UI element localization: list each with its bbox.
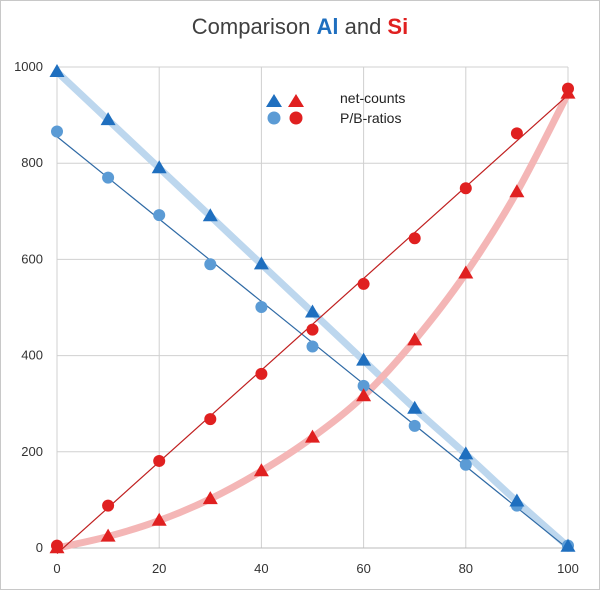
title-prefix: Comparison (191, 14, 317, 39)
legend-si-triangle-icon (288, 94, 304, 107)
x-tick-label: 40 (254, 561, 268, 576)
legend: net-counts P/B-ratios (266, 90, 405, 126)
al-pb-ratio-point (357, 379, 370, 392)
si-net-counts-point (100, 528, 116, 542)
al-net-counts-point (458, 446, 474, 460)
al-pb-ratio-point (255, 301, 268, 314)
al-pb-ratio-point (204, 258, 217, 271)
x-tick-label: 60 (356, 561, 370, 576)
al-pb-ratio-point (51, 125, 63, 138)
al-net-counts-point (560, 538, 576, 552)
al-net-counts-point (100, 112, 116, 126)
si-pb-ratio-point (102, 499, 115, 512)
title-al: Al (316, 14, 339, 39)
si-net-counts-point (151, 512, 167, 526)
chart-title: Comparison Al and Si (0, 14, 600, 40)
si-pb-ratio-point (204, 413, 217, 426)
x-tick-label: 80 (459, 561, 473, 576)
legend-al-circle-icon (267, 111, 281, 125)
legend-al-triangle-icon (266, 94, 282, 107)
y-tick-label: 1000 (14, 59, 43, 74)
legend-si-circle-icon (289, 111, 303, 125)
si-net-counts-point (560, 85, 576, 99)
si-net-counts-point (49, 540, 65, 554)
y-tick-label: 600 (21, 251, 43, 266)
si-net-counts-point (253, 463, 269, 477)
si-pb-ratio-point (153, 454, 166, 467)
al-pb-ratio-point (102, 171, 115, 184)
data-markers (49, 64, 576, 554)
al-net-counts-point (49, 64, 65, 78)
al-pb-ratio-point (459, 458, 472, 471)
title-si: Si (387, 14, 409, 39)
x-tick-label: 0 (53, 561, 60, 576)
al-pb-ratio-point (306, 340, 319, 353)
si-pb-ratio-point (306, 323, 319, 336)
legend-pb-ratios: P/B-ratios (340, 110, 401, 126)
x-tick-label: 20 (152, 561, 166, 576)
si-pb-ratio-point (459, 182, 472, 195)
y-tick-label: 200 (21, 444, 43, 459)
si-net-counts-point (458, 265, 474, 279)
y-tick-label: 400 (21, 348, 43, 363)
si-pb-ratio-point (408, 232, 421, 245)
si-pb-ratio-point (510, 127, 523, 140)
al-net-counts-point (202, 208, 218, 222)
al-net-counts-point (356, 352, 372, 366)
al-net-counts-point (509, 493, 525, 507)
si-net-counts-point (305, 429, 320, 443)
si-net-counts-point (509, 184, 525, 198)
legend-net-counts: net-counts (340, 90, 405, 106)
si-pb-ratio-point (255, 367, 268, 380)
x-tick-label: 100 (557, 561, 579, 576)
al-net-counts-point (407, 400, 423, 414)
al-pb-ratio-point (408, 419, 421, 432)
al-net-counts-point (253, 256, 269, 270)
al-net-counts-point (305, 304, 320, 318)
al-net-counts-point (151, 160, 167, 174)
si-pb-ratio-point (357, 277, 370, 290)
si-net-counts-point (356, 388, 372, 402)
y-tick-label: 800 (21, 155, 43, 170)
si-net-counts-point (407, 332, 423, 346)
al-pb-ratio-point (153, 209, 166, 222)
si-net-counts-point (202, 491, 218, 505)
title-middle: and (338, 14, 388, 39)
y-tick-label: 0 (36, 540, 43, 555)
